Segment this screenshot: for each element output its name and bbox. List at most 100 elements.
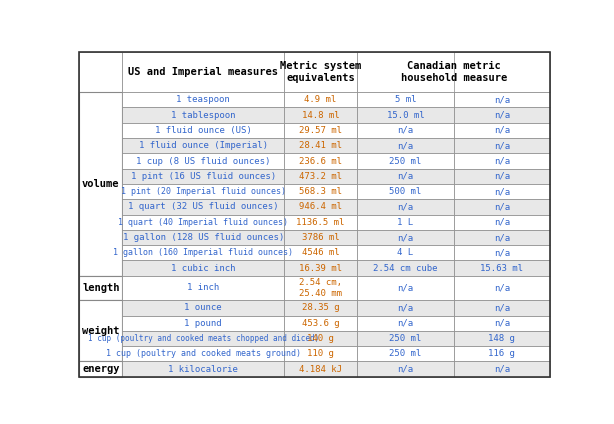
Bar <box>284 123 357 138</box>
Text: 148 g: 148 g <box>489 334 515 343</box>
Bar <box>357 245 454 260</box>
Bar <box>357 230 454 245</box>
Text: 1 teaspoon: 1 teaspoon <box>176 95 230 104</box>
Text: 946.4 ml: 946.4 ml <box>299 202 342 212</box>
Text: n/a: n/a <box>494 319 510 328</box>
Text: 473.2 ml: 473.2 ml <box>299 172 342 181</box>
Text: Metric system
equivalents: Metric system equivalents <box>280 61 361 83</box>
Bar <box>454 230 550 245</box>
Text: 4.184 kJ: 4.184 kJ <box>299 365 342 374</box>
Text: 1 gallon (160 Imperial fluid ounces): 1 gallon (160 Imperial fluid ounces) <box>113 248 293 257</box>
Bar <box>357 184 454 199</box>
Text: n/a: n/a <box>494 95 510 104</box>
Bar <box>284 107 357 123</box>
Bar <box>79 276 122 300</box>
Text: 116 g: 116 g <box>489 349 515 358</box>
Text: 1 ounce: 1 ounce <box>184 303 222 312</box>
Bar <box>122 199 284 215</box>
Bar <box>357 215 454 230</box>
Text: n/a: n/a <box>397 202 413 212</box>
Bar <box>454 276 550 300</box>
Bar <box>284 153 357 169</box>
Text: 250 ml: 250 ml <box>389 156 421 165</box>
Text: n/a: n/a <box>494 187 510 196</box>
Bar <box>284 361 357 377</box>
Text: 1 quart (32 US fluid ounces): 1 quart (32 US fluid ounces) <box>128 202 279 212</box>
Bar <box>284 346 357 361</box>
Bar <box>357 107 454 123</box>
Bar <box>357 361 454 377</box>
Bar <box>357 300 454 315</box>
Bar <box>454 138 550 153</box>
Text: 5 ml: 5 ml <box>395 95 416 104</box>
Bar <box>284 138 357 153</box>
Text: 3786 ml: 3786 ml <box>301 233 340 242</box>
Bar <box>122 107 284 123</box>
Bar <box>122 52 284 92</box>
Text: n/a: n/a <box>494 202 510 212</box>
Text: weight: weight <box>82 326 120 336</box>
Text: 2.54 cm,
25.40 mm: 2.54 cm, 25.40 mm <box>299 278 342 298</box>
Text: 1 kilocalorie: 1 kilocalorie <box>168 365 238 374</box>
Bar <box>284 52 357 92</box>
Bar <box>79 361 122 377</box>
Bar <box>357 123 454 138</box>
Text: 29.57 ml: 29.57 ml <box>299 126 342 135</box>
Text: 453.6 g: 453.6 g <box>301 319 340 328</box>
Bar <box>454 169 550 184</box>
Text: 1 gallon (128 US fluid ounces): 1 gallon (128 US fluid ounces) <box>123 233 284 242</box>
Text: n/a: n/a <box>397 303 413 312</box>
Bar <box>357 260 454 276</box>
Bar <box>284 230 357 245</box>
Bar <box>357 92 454 107</box>
Text: 15.0 ml: 15.0 ml <box>387 111 424 120</box>
Text: 236.6 ml: 236.6 ml <box>299 156 342 165</box>
Text: n/a: n/a <box>494 303 510 312</box>
Text: 1 cubic inch: 1 cubic inch <box>171 264 236 273</box>
Bar <box>357 169 454 184</box>
Bar <box>357 276 454 300</box>
Bar <box>122 260 284 276</box>
Text: 28.41 ml: 28.41 ml <box>299 141 342 150</box>
Text: n/a: n/a <box>494 156 510 165</box>
Bar <box>79 52 122 92</box>
Text: 1 pint (16 US fluid ounces): 1 pint (16 US fluid ounces) <box>131 172 276 181</box>
Bar <box>454 315 550 331</box>
Bar <box>284 260 357 276</box>
Text: 4.9 ml: 4.9 ml <box>305 95 336 104</box>
Text: 1 cup (poultry and cooked meats chopped and diced): 1 cup (poultry and cooked meats chopped … <box>88 334 319 343</box>
Text: 140 g: 140 g <box>307 334 334 343</box>
Bar <box>357 199 454 215</box>
Bar <box>122 138 284 153</box>
Bar <box>454 92 550 107</box>
Bar <box>122 300 284 315</box>
Text: n/a: n/a <box>397 172 413 181</box>
Text: 1 quart (40 Imperial fluid ounces): 1 quart (40 Imperial fluid ounces) <box>119 218 288 227</box>
Text: n/a: n/a <box>397 233 413 242</box>
Bar <box>284 169 357 184</box>
Text: 1 cup (poultry and cooked meats ground): 1 cup (poultry and cooked meats ground) <box>106 349 301 358</box>
Text: 1 pint (20 Imperial fluid ounces): 1 pint (20 Imperial fluid ounces) <box>121 187 286 196</box>
Text: 1 pound: 1 pound <box>184 319 222 328</box>
Bar <box>122 215 284 230</box>
Bar <box>122 123 284 138</box>
Text: 1 tablespoon: 1 tablespoon <box>171 111 236 120</box>
Bar <box>454 331 550 346</box>
Text: 500 ml: 500 ml <box>389 187 421 196</box>
Text: n/a: n/a <box>494 141 510 150</box>
Bar <box>454 346 550 361</box>
Text: 1 inch: 1 inch <box>187 284 219 293</box>
Bar <box>454 199 550 215</box>
Text: n/a: n/a <box>494 218 510 227</box>
Bar <box>284 300 357 315</box>
Bar <box>122 92 284 107</box>
Bar <box>79 300 122 361</box>
Text: n/a: n/a <box>397 365 413 374</box>
Bar <box>284 199 357 215</box>
Text: n/a: n/a <box>494 248 510 257</box>
Bar <box>284 245 357 260</box>
Bar <box>284 331 357 346</box>
Text: volume: volume <box>82 179 120 189</box>
Text: n/a: n/a <box>494 233 510 242</box>
Bar <box>122 276 284 300</box>
